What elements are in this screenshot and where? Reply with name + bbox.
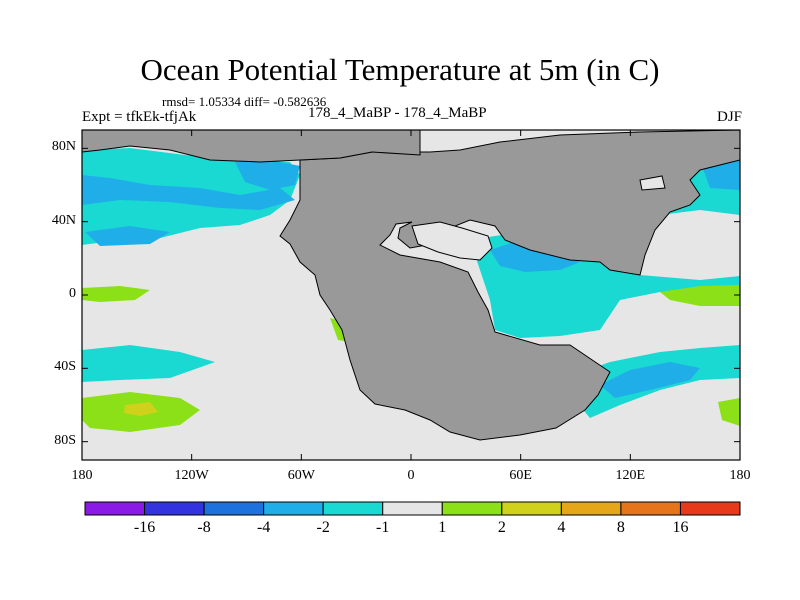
case-label: 178_4_MaBP - 178_4_MaBP xyxy=(308,105,487,121)
colorbar-swatch xyxy=(501,501,562,516)
y-tick-label: 80N xyxy=(51,139,76,155)
colorbar-swatch xyxy=(322,501,384,516)
colorbar-swatch xyxy=(144,501,205,516)
anomaly-region-southeast-warm xyxy=(718,398,740,426)
y-tick-label: 40S xyxy=(54,359,76,375)
landmass-pangaea xyxy=(279,130,740,441)
colorbar-label: -4 xyxy=(256,519,271,536)
anomaly-region-equatorial-warm-east xyxy=(660,285,740,306)
landmass-northeast-island xyxy=(639,175,666,191)
anomaly-region-tethys-cold xyxy=(490,240,580,272)
landmass-north-strip xyxy=(82,130,421,163)
colorbar-swatch xyxy=(560,501,622,516)
x-tick-label: 180 xyxy=(71,468,93,483)
x-tick-label: 60E xyxy=(509,468,532,483)
colorbar-label: 1 xyxy=(438,519,447,536)
stats-label: rmsd= 1.05334 diff= -0.582636 xyxy=(162,94,327,109)
page-title: Ocean Potential Temperature at 5m (in C) xyxy=(140,52,660,87)
x-tick-label: 0 xyxy=(407,468,415,483)
anomaly-region-south-pacific-cool xyxy=(82,345,215,382)
colorbar-label: -2 xyxy=(316,519,330,536)
y-tick-label: 40N xyxy=(51,212,76,228)
y-tick-label: 80S xyxy=(54,432,76,448)
anomaly-region-south-warmer xyxy=(124,402,158,416)
x-tick-label: 180 xyxy=(729,468,751,483)
colorbar-swatch xyxy=(263,501,324,516)
experiment-label: Expt = tfkEk-tfjAk xyxy=(82,109,197,125)
colorbar xyxy=(84,501,741,516)
colorbar-label: -16 xyxy=(133,519,156,536)
colorbar-swatch xyxy=(203,501,265,516)
anomaly-region-north-cold-patch xyxy=(235,160,300,190)
colorbar-label: 16 xyxy=(672,519,689,536)
colorbar-swatch xyxy=(84,501,146,516)
x-tick-label: 60W xyxy=(287,468,315,483)
colorbar-swatch xyxy=(679,501,741,516)
axis-ticks xyxy=(81,130,741,460)
y-tick-label: 0 xyxy=(69,286,76,301)
colorbar-swatch xyxy=(382,501,443,516)
anomaly-region-pacific-cold-2 xyxy=(85,226,170,246)
colorbar-label: 4 xyxy=(557,519,566,536)
season-label: DJF xyxy=(716,109,742,125)
colorbar-swatch xyxy=(441,501,503,516)
anomaly-region-southern-ocean-cold xyxy=(600,362,700,398)
inland-sea-tethys xyxy=(411,221,493,261)
x-tick-label: 120E xyxy=(615,468,646,483)
colorbar-label: 2 xyxy=(497,519,506,536)
colorbar-swatch xyxy=(620,501,681,516)
colorbar-label: 8 xyxy=(616,519,625,536)
x-tick-label: 120W xyxy=(174,468,209,483)
colorbar-label: -8 xyxy=(197,519,211,536)
colorbar-label: -1 xyxy=(376,519,390,536)
anomaly-region-equatorial-warm-west xyxy=(82,286,150,302)
anomaly-region-north-pacific-cold xyxy=(82,175,295,210)
